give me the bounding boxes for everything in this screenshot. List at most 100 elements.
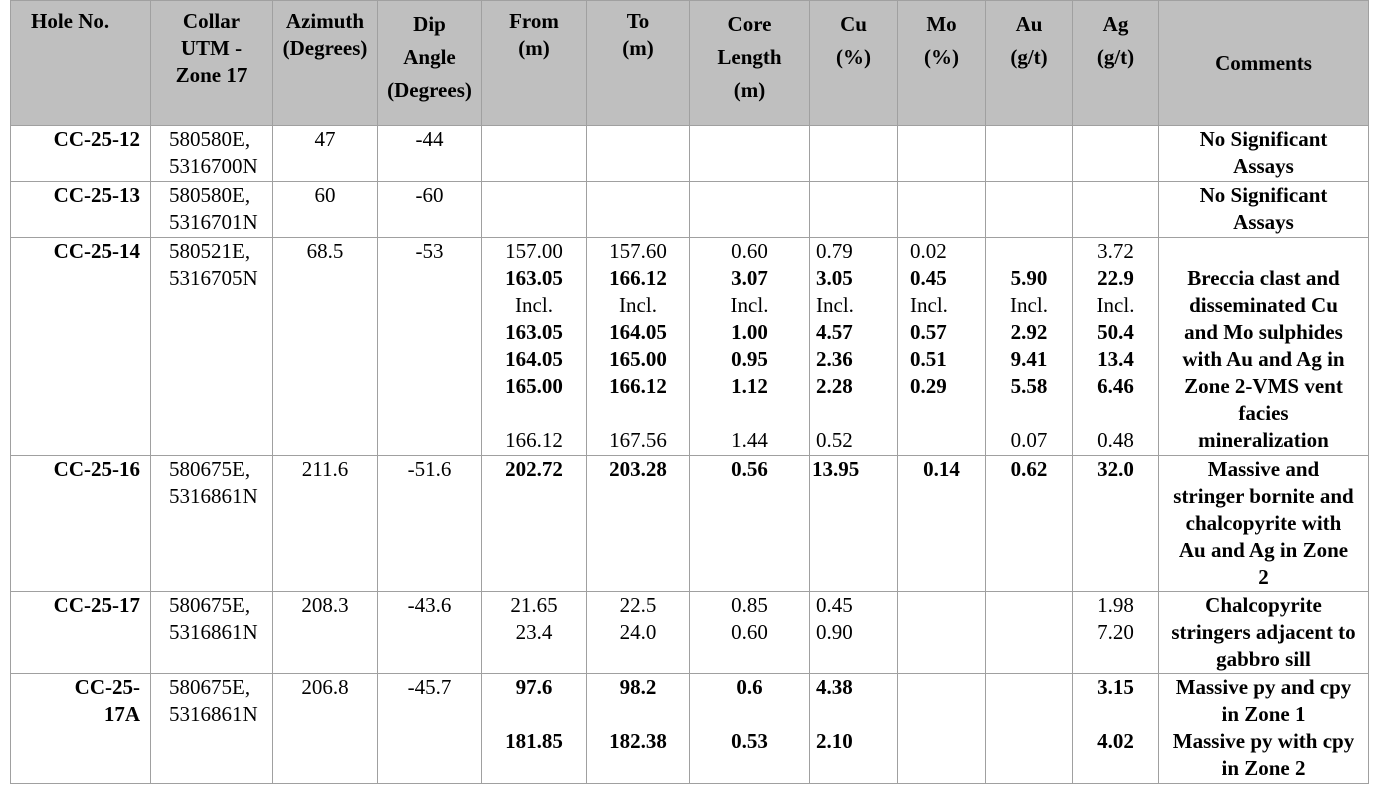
table-cell: 0.60 3.07 Incl. 1.00 0.95 1.12 1.44 [689,237,810,456]
header-cell: Comments [1158,0,1369,126]
header-text: (Degrees) [387,78,472,102]
spacer [1077,400,1154,427]
table-cell: 580675E, 5316861N [150,455,273,592]
table-cell [689,125,810,182]
cell-text: 47 [314,127,336,151]
header-text: Length [717,45,782,69]
cell-text: Massive py and cpy [1175,675,1352,699]
table-cell: 206.8 [272,673,378,784]
header-cell: Core Length (m) [689,0,810,126]
cell-text: 0.57 [910,320,947,344]
table-cell: CC-25-16 [10,455,151,592]
cell-text: 164.05 [609,320,667,344]
cell-text: Incl. [1010,293,1048,317]
cell-text: 5316700N [169,154,258,178]
table-cell: Breccia clast and disseminated Cu and Mo s… [1158,237,1369,456]
table-cell: -51.6 [377,455,482,592]
cell-text: -43.6 [407,593,452,617]
cell-text: Incl. [910,293,948,317]
cell-text: 0.6 [736,675,763,699]
cell-text: 166.12 [505,428,563,452]
cell-text: 5316701N [169,210,258,234]
cell-text: Incl. [730,293,769,317]
cell-text: mineralization [1198,428,1329,452]
table-cell: 203.28 [586,455,690,592]
header-text: Angle [403,45,456,69]
table-cell: 47 [272,125,378,182]
table-cell: No Significant Assays [1158,125,1369,182]
cell-text: 580580E, [169,183,251,207]
table-cell: Massive and stringer bornite and chalcopyr… [1158,455,1369,592]
table-cell: -45.7 [377,673,482,784]
header-text: (g/t) [1096,45,1135,69]
cell-text: 0.60 [731,239,768,263]
cell-text: 0.52 [816,428,853,452]
table-cell: 60 [272,181,378,238]
header-text: (Degrees) [282,36,368,60]
row: CC-25- 17A 580675E, 5316861N 206.8 -45.7 9… [10,673,1369,784]
cell-text: 211.6 [301,457,349,481]
header-text: Collar [182,9,241,33]
header-cell: Cu (%) [809,0,898,126]
cell-text: CC-25-12 [53,127,140,151]
table-cell: CC-25-17 [10,591,151,674]
cell-text: No Significant [1199,183,1328,207]
table-cell [1072,181,1159,238]
table-cell: 0.45 0.90 [809,591,898,674]
spacer [486,400,582,427]
cell-text: -44 [415,127,444,151]
table-cell: CC-25- 17A [10,673,151,784]
cell-text: 5316861N [169,484,258,508]
table-cell: 3.15 4.02 [1072,673,1159,784]
table-cell: 3.72 22.9 Incl. 50.4 13.4 6.46 0.48 [1072,237,1159,456]
table-cell: 98.2 182.38 [586,673,690,784]
header-text: Hole No. [31,9,110,33]
cell-text: 181.85 [505,729,563,753]
row: CC-25-14 580521E, 5316705N 68.5 -53 157.0… [10,237,1369,456]
cell-text: -53 [415,239,444,263]
cell-text: 0.45 [910,266,947,290]
table-cell: 208.3 [272,591,378,674]
header-cell: Azimuth (Degrees) [272,0,378,126]
table-cell [897,673,986,784]
cell-text: 5316861N [169,620,258,644]
table-cell [809,181,898,238]
cell-text: 5316705N [169,266,258,290]
cell-text: 202.72 [505,457,563,481]
cell-text: Assays [1233,154,1294,178]
cell-text: 17A [103,702,140,726]
cell-text: 13.4 [1097,347,1134,371]
cell-text: facies [1238,401,1289,425]
header-text: Comments [1215,50,1312,75]
cell-text: 4.02 [1097,729,1134,753]
spacer [591,701,685,728]
cell-text: 21.65 [510,593,558,617]
cell-text: Incl. [515,293,553,317]
cell-text: with Au and Ag in [1182,347,1345,371]
header-text: Au [1015,12,1043,36]
header-text: (%) [836,45,871,69]
cell-text: 9.41 [1010,347,1048,371]
cell-text: Breccia clast and [1187,266,1340,290]
table-cell: 5.90 Incl. 2.92 9.41 5.58 0.07 [985,237,1073,456]
results-table: Hole No. Collar UTM - Zone 17 Azimuth (Degr… [10,0,1369,784]
row: CC-25-17 580675E, 5316861N 208.3 -43.6 21… [10,591,1369,674]
table-cell: 580580E, 5316701N [150,181,273,238]
cell-text: 97.6 [515,675,553,699]
cell-text: 3.07 [731,266,768,290]
table-cell: 0.14 [897,455,986,592]
cell-text: -45.7 [407,675,452,699]
cell-text: 166.12 [609,266,667,290]
spacer [694,400,805,427]
header-text: Core [727,12,772,36]
cell-text: 2.10 [816,729,853,753]
table-cell: -53 [377,237,482,456]
table-cell: Chalcopyrite stringers adjacent to gabbro … [1158,591,1369,674]
cell-text: 157.00 [505,239,563,263]
table-cell: 0.6 0.53 [689,673,810,784]
cell-text: 0.51 [910,347,947,371]
cell-text: gabbro sill [1216,647,1311,671]
cell-text: disseminated Cu [1189,293,1338,317]
cell-text: 50.4 [1097,320,1134,344]
table-cell [586,181,690,238]
